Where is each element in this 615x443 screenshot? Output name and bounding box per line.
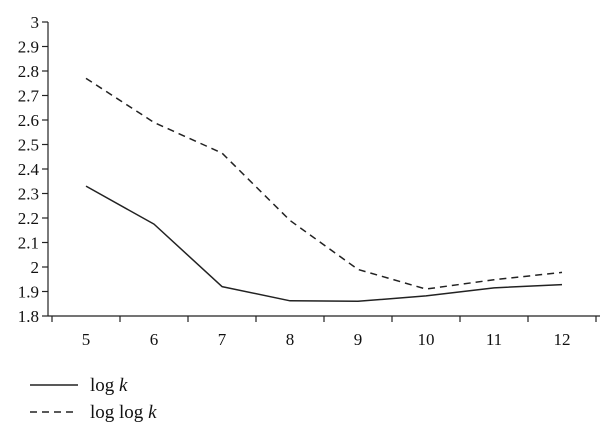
legend: log k log log k xyxy=(30,375,157,423)
series-line-log-k xyxy=(85,185,563,303)
y-tick-label: 1.8 xyxy=(18,307,39,326)
y-tick-label: 2.2 xyxy=(18,209,39,228)
y-tick-label: 2.6 xyxy=(18,111,39,130)
y-tick-label: 2.7 xyxy=(18,87,40,106)
x-tick-label: 10 xyxy=(418,330,435,349)
legend-entry-log-k: log k xyxy=(30,375,128,396)
y-axis-ticks: 1.8 1.9 2 2.1 2.2 2.3 2.4 2.5 2.6 2.7 2.8 2.9 3 xyxy=(18,13,48,326)
legend-label-log-k: log k xyxy=(90,375,128,396)
y-tick-label: 2 xyxy=(31,258,40,277)
x-tick-label: 7 xyxy=(218,330,227,349)
y-tick-label: 2.3 xyxy=(18,185,39,204)
axes xyxy=(47,22,600,317)
y-tick-label: 1.9 xyxy=(18,283,39,302)
y-tick-label: 2.1 xyxy=(18,234,39,253)
x-tick-label: 6 xyxy=(150,330,159,349)
series-line-log-log-k xyxy=(85,77,563,290)
x-tick-label: 5 xyxy=(82,330,91,349)
x-axis-ticks: 5 6 7 8 9 10 11 12 xyxy=(51,316,597,349)
x-tick-label: 12 xyxy=(554,330,571,349)
y-tick-label: 3 xyxy=(31,13,40,32)
x-tick-label: 8 xyxy=(286,330,295,349)
series-layer xyxy=(85,77,563,303)
legend-label-log-log-k: log log k xyxy=(90,402,157,423)
y-tick-label: 2.4 xyxy=(18,160,40,179)
y-tick-label: 2.9 xyxy=(18,38,39,57)
y-tick-label: 2.8 xyxy=(18,62,39,81)
y-tick-label: 2.5 xyxy=(18,136,39,155)
x-tick-label: 11 xyxy=(486,330,502,349)
x-tick-label: 9 xyxy=(354,330,363,349)
legend-entry-log-log-k: log log k xyxy=(30,402,157,423)
